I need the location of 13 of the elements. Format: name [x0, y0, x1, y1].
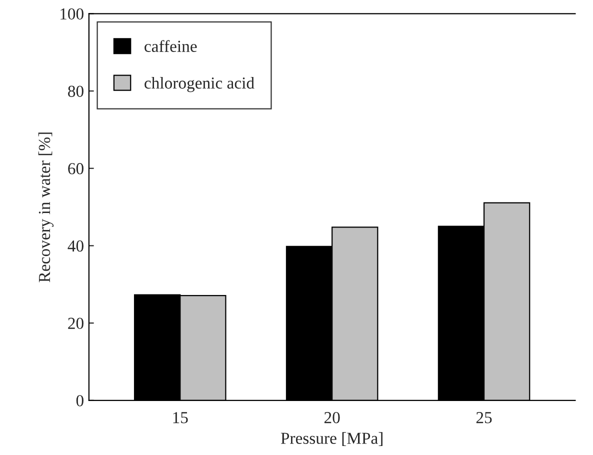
y-tick-label: 60 [68, 163, 84, 174]
x-tick-label: 20 [324, 412, 340, 424]
legend-label: chlorogenic acid [144, 76, 254, 92]
legend-label: caffeine [144, 40, 197, 52]
x-axis-title: Pressure [MPa] [280, 432, 382, 446]
y-axis-title: Recovery in water [%] [38, 132, 54, 282]
y-tick-label: 20 [68, 318, 84, 329]
y-tick-label: 0 [76, 395, 84, 406]
x-tick-label: 15 [173, 412, 188, 424]
y-tick-label: 100 [60, 8, 84, 20]
y-tick-label: 80 [68, 86, 84, 97]
x-tick-label: 25 [476, 412, 492, 424]
y-tick-label: 40 [68, 240, 84, 252]
